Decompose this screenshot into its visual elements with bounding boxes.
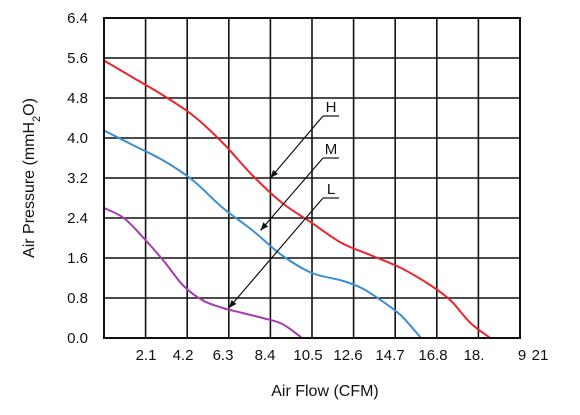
x-tick-label: 10.5 <box>293 347 322 364</box>
series-line-M <box>103 129 422 339</box>
x-tick-label: 8.4 <box>255 347 276 364</box>
x-tick-label: 18. <box>464 347 485 364</box>
annotation-arrowhead <box>270 169 279 178</box>
y-tick-label: 0.0 <box>67 330 88 347</box>
y-tick-label: 0.8 <box>67 290 88 307</box>
x-tick-label: 9 <box>518 347 526 364</box>
y-tick-label: 4.0 <box>67 130 88 147</box>
annotation-label-L: L <box>327 181 335 198</box>
plot-frame <box>103 17 521 339</box>
annotation-arrowhead <box>228 299 237 308</box>
annotation-leader <box>228 197 324 309</box>
y-tick-label: 4.8 <box>67 90 88 107</box>
x-tick-label: 14.7 <box>375 347 404 364</box>
x-tick-label: 21 <box>532 347 549 364</box>
x-tick-label: 6.3 <box>213 347 234 364</box>
x-tick-label: 2.1 <box>136 347 157 364</box>
annotation-layer: H M L <box>228 99 339 309</box>
series-line-L <box>103 207 303 339</box>
y-tick-label: 5.6 <box>67 50 88 67</box>
annotation-leader <box>269 115 324 179</box>
x-tick-label: 16.8 <box>418 347 447 364</box>
annotation-label-M: M <box>325 141 338 158</box>
x-axis-title: Air Flow (CFM) <box>271 383 379 400</box>
y-tick-label: 6.4 <box>67 10 88 27</box>
x-tick-label: 12.6 <box>333 347 362 364</box>
x-tick-label: 4.2 <box>173 347 194 364</box>
annotation-leader <box>260 157 324 231</box>
y-tick-label: 3.2 <box>67 170 88 187</box>
y-axis-title: Air Pressure (mmH2O) <box>21 98 43 258</box>
y-tick-label: 1.6 <box>67 250 88 267</box>
grid <box>104 18 520 338</box>
y-tick-label: 2.4 <box>67 210 88 227</box>
tick-labels: 6.4 5.6 4.8 4.0 3.2 2.4 1.6 0.8 0.0 2.1 4.2 6.3 8.4 1… <box>67 10 548 364</box>
series-line-H <box>103 59 491 339</box>
series-layer <box>103 59 491 339</box>
annotation-arrowhead <box>260 222 269 231</box>
annotation-label-H: H <box>326 99 337 116</box>
